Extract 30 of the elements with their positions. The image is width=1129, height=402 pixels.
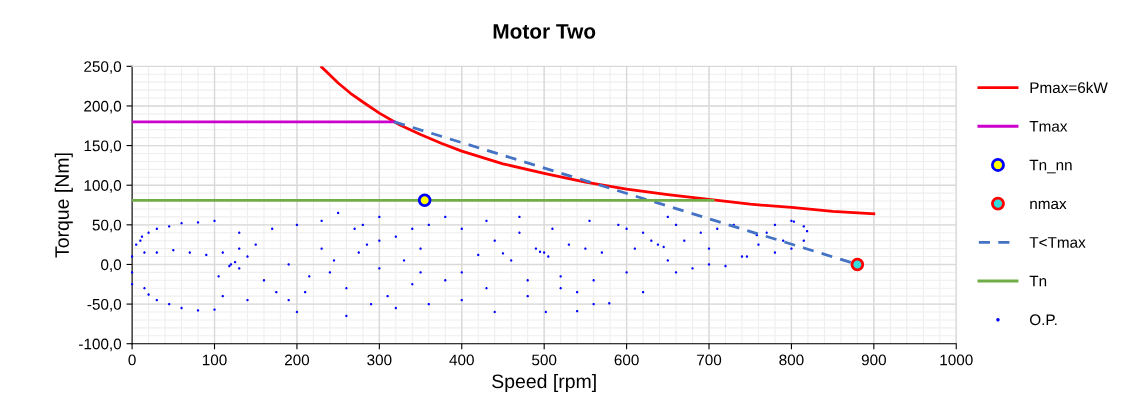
legend-label: Tn [1029, 275, 1047, 287]
legend-label: T<Tmax [1029, 237, 1086, 248]
x-tick-label: 800 [779, 354, 804, 366]
x-tick-label: 700 [697, 354, 722, 366]
chart-title: Motor Two [493, 24, 596, 39]
y-tick-label: 100,0 [84, 180, 122, 193]
x-tick-label: 900 [861, 354, 886, 366]
legend-label: Tmax [1029, 121, 1068, 132]
y-axis-title: Torque [Nm] [54, 153, 73, 258]
x-tick-label: 400 [449, 354, 474, 366]
x-tick-label: 0 [128, 354, 136, 366]
line-series [320, 66, 876, 216]
x-tick-label: 1000 [940, 354, 973, 366]
x-tick-label: 100 [202, 354, 227, 366]
y-tick-label: 150,0 [84, 140, 122, 154]
y-tick-label: 250,0 [84, 61, 122, 74]
x-axis-title: Speed [rpm] [492, 373, 596, 393]
legend-label: Tn_nn [1029, 159, 1072, 174]
y-tick-label: 50,0 [92, 219, 122, 233]
y-tick-label: -50,0 [87, 298, 122, 312]
x-tick-label: 200 [284, 354, 310, 366]
legend-label: nmax [1030, 200, 1067, 210]
y-tick-label: 200,0 [84, 100, 122, 114]
legend-label: O.P. [1030, 314, 1057, 326]
y-tick-label: 0,0 [101, 259, 122, 272]
x-tick-label: 500 [532, 354, 557, 366]
y-tick-label: -100,0 [79, 338, 122, 352]
x-tick-label: 600 [614, 354, 639, 366]
legend-label: Pmax=6kW [1030, 81, 1108, 94]
x-tick-label: 300 [367, 354, 392, 366]
